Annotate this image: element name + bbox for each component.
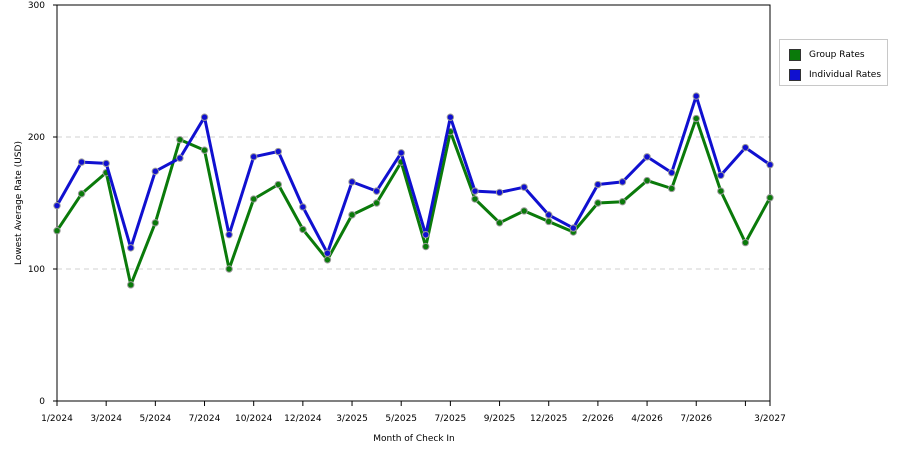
- data-point-group-rates: [53, 227, 61, 235]
- data-point-group-rates: [741, 238, 750, 247]
- x-tick-label: 1/2024: [41, 414, 73, 424]
- y-tick-label: 300: [28, 1, 45, 11]
- data-point-individual-rates: [225, 230, 233, 239]
- x-tick-label: 4/2026: [631, 414, 663, 424]
- legend-label-group-rates: Group Rates: [809, 50, 865, 60]
- legend-item-group-rates: Group Rates: [789, 48, 865, 62]
- data-point-individual-rates: [717, 171, 725, 179]
- y-axis-ticks: 0 100 200 300: [28, 1, 57, 407]
- data-point-individual-rates: [618, 178, 627, 186]
- y-axis-label: Lowest Average Rate (USD): [14, 141, 24, 265]
- data-point-individual-rates: [200, 113, 209, 121]
- data-point-individual-rates: [495, 188, 504, 197]
- x-tick-label: 12/2024: [284, 414, 322, 424]
- x-axis-label: Month of Check In: [373, 434, 455, 444]
- data-point-group-rates: [545, 217, 553, 226]
- data-point-group-rates: [323, 256, 332, 264]
- data-point-group-rates: [225, 265, 233, 273]
- data-point-individual-rates: [569, 224, 578, 232]
- legend-swatch-individual-rates: [789, 69, 801, 81]
- data-point-group-rates: [176, 135, 184, 144]
- y-tick-label: 0: [39, 397, 45, 407]
- data-point-individual-rates: [766, 161, 774, 169]
- data-point-individual-rates: [520, 183, 528, 191]
- data-point-individual-rates: [446, 113, 455, 121]
- series-line-group-rates: [55, 117, 772, 287]
- x-tick-label: 7/2024: [189, 414, 221, 424]
- data-point-group-rates: [692, 114, 700, 123]
- data-point-individual-rates: [151, 167, 160, 176]
- data-point-group-rates: [274, 180, 282, 189]
- data-point-group-rates: [766, 194, 774, 202]
- x-tick-label: 3/2025: [336, 414, 368, 424]
- data-point-group-rates: [471, 195, 479, 203]
- x-tick-label: 10/2024: [235, 414, 273, 424]
- data-point-group-rates: [520, 207, 528, 215]
- data-point-individual-rates: [594, 180, 602, 189]
- data-point-group-rates: [643, 176, 651, 185]
- data-point-group-rates: [495, 219, 504, 227]
- data-point-individual-rates: [77, 158, 86, 166]
- x-tick-label: 12/2025: [530, 414, 567, 424]
- y-tick-label: 200: [28, 133, 45, 143]
- x-axis-ticks: 1/2024 3/2024 5/2024 7/2024 10/2024 12/2024 3/…: [41, 401, 786, 424]
- x-tick-label: 2/2026: [582, 414, 614, 424]
- y-tick-label: 100: [28, 265, 45, 275]
- gridlines: [57, 136, 770, 270]
- x-tick-label: 7/2026: [680, 414, 712, 424]
- data-point-group-rates: [372, 199, 381, 207]
- data-point-individual-rates: [274, 147, 282, 156]
- legend-swatch-group-rates: [789, 49, 801, 61]
- data-point-group-rates: [249, 195, 258, 203]
- data-point-individual-rates: [372, 187, 381, 195]
- series-group-rates: [53, 114, 774, 289]
- data-point-group-rates: [594, 199, 602, 207]
- data-point-group-rates: [422, 242, 430, 251]
- data-point-group-rates: [618, 197, 627, 206]
- x-tick-label: 7/2025: [435, 414, 467, 424]
- data-point-individual-rates: [397, 149, 405, 157]
- data-point-individual-rates: [471, 187, 479, 195]
- data-point-individual-rates: [667, 168, 676, 177]
- data-point-individual-rates: [692, 92, 700, 100]
- x-tick-label: 3/2027: [754, 414, 786, 424]
- data-point-individual-rates: [53, 201, 61, 210]
- x-tick-label: 5/2025: [385, 414, 417, 424]
- data-point-group-rates: [667, 184, 676, 193]
- x-tick-label: 5/2024: [140, 414, 172, 424]
- legend-label-individual-rates: Individual Rates: [809, 70, 882, 80]
- data-point-group-rates: [77, 190, 86, 198]
- data-point-individual-rates: [741, 143, 750, 152]
- series-line-individual-rates: [55, 94, 771, 255]
- data-point-individual-rates: [176, 154, 184, 162]
- data-point-group-rates: [200, 146, 209, 154]
- data-point-group-rates: [717, 187, 725, 195]
- data-point-individual-rates: [249, 153, 258, 161]
- data-point-group-rates: [151, 219, 160, 227]
- data-point-individual-rates: [127, 244, 135, 252]
- series-individual-rates: [53, 92, 774, 257]
- data-point-individual-rates: [323, 249, 332, 257]
- data-point-individual-rates: [348, 178, 356, 186]
- legend-item-individual-rates: Individual Rates: [789, 68, 881, 82]
- legend: Group Rates Individual Rates: [779, 39, 888, 86]
- data-point-individual-rates: [299, 203, 307, 211]
- data-point-group-rates: [299, 225, 307, 234]
- x-tick-label: 3/2024: [90, 414, 122, 424]
- data-point-individual-rates: [102, 159, 110, 168]
- data-point-individual-rates: [545, 211, 553, 219]
- series-lines: [53, 92, 774, 289]
- data-point-individual-rates: [643, 153, 651, 161]
- data-point-individual-rates: [422, 230, 430, 239]
- x-tick-label: 9/2025: [484, 414, 516, 424]
- data-point-group-rates: [348, 211, 356, 219]
- data-point-group-rates: [127, 281, 135, 289]
